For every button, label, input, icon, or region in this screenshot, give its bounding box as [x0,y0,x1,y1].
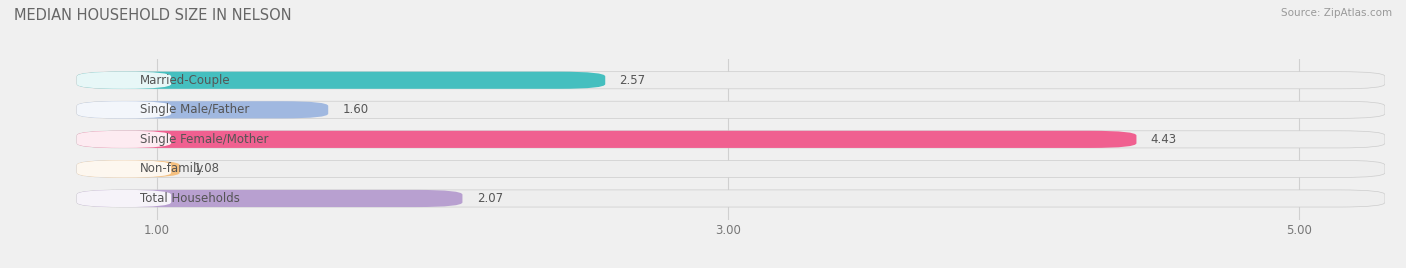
Text: MEDIAN HOUSEHOLD SIZE IN NELSON: MEDIAN HOUSEHOLD SIZE IN NELSON [14,8,291,23]
Text: Married-Couple: Married-Couple [139,74,231,87]
FancyBboxPatch shape [77,131,1385,148]
FancyBboxPatch shape [77,101,172,118]
Text: Source: ZipAtlas.com: Source: ZipAtlas.com [1281,8,1392,18]
Text: 4.43: 4.43 [1150,133,1177,146]
Text: 1.08: 1.08 [194,162,219,176]
Text: Single Female/Mother: Single Female/Mother [139,133,269,146]
FancyBboxPatch shape [77,101,328,118]
FancyBboxPatch shape [77,101,1385,118]
Text: 2.57: 2.57 [620,74,645,87]
FancyBboxPatch shape [77,72,1385,89]
FancyBboxPatch shape [77,160,1385,177]
Text: 1.60: 1.60 [343,103,368,116]
FancyBboxPatch shape [77,72,605,89]
FancyBboxPatch shape [77,131,1136,148]
Text: 2.07: 2.07 [477,192,503,205]
FancyBboxPatch shape [77,160,180,177]
FancyBboxPatch shape [77,190,463,207]
FancyBboxPatch shape [77,160,172,177]
FancyBboxPatch shape [77,190,172,207]
FancyBboxPatch shape [77,190,1385,207]
Text: Total Households: Total Households [139,192,239,205]
Text: Single Male/Father: Single Male/Father [139,103,249,116]
FancyBboxPatch shape [77,131,172,148]
FancyBboxPatch shape [77,72,172,89]
Text: Non-family: Non-family [139,162,204,176]
